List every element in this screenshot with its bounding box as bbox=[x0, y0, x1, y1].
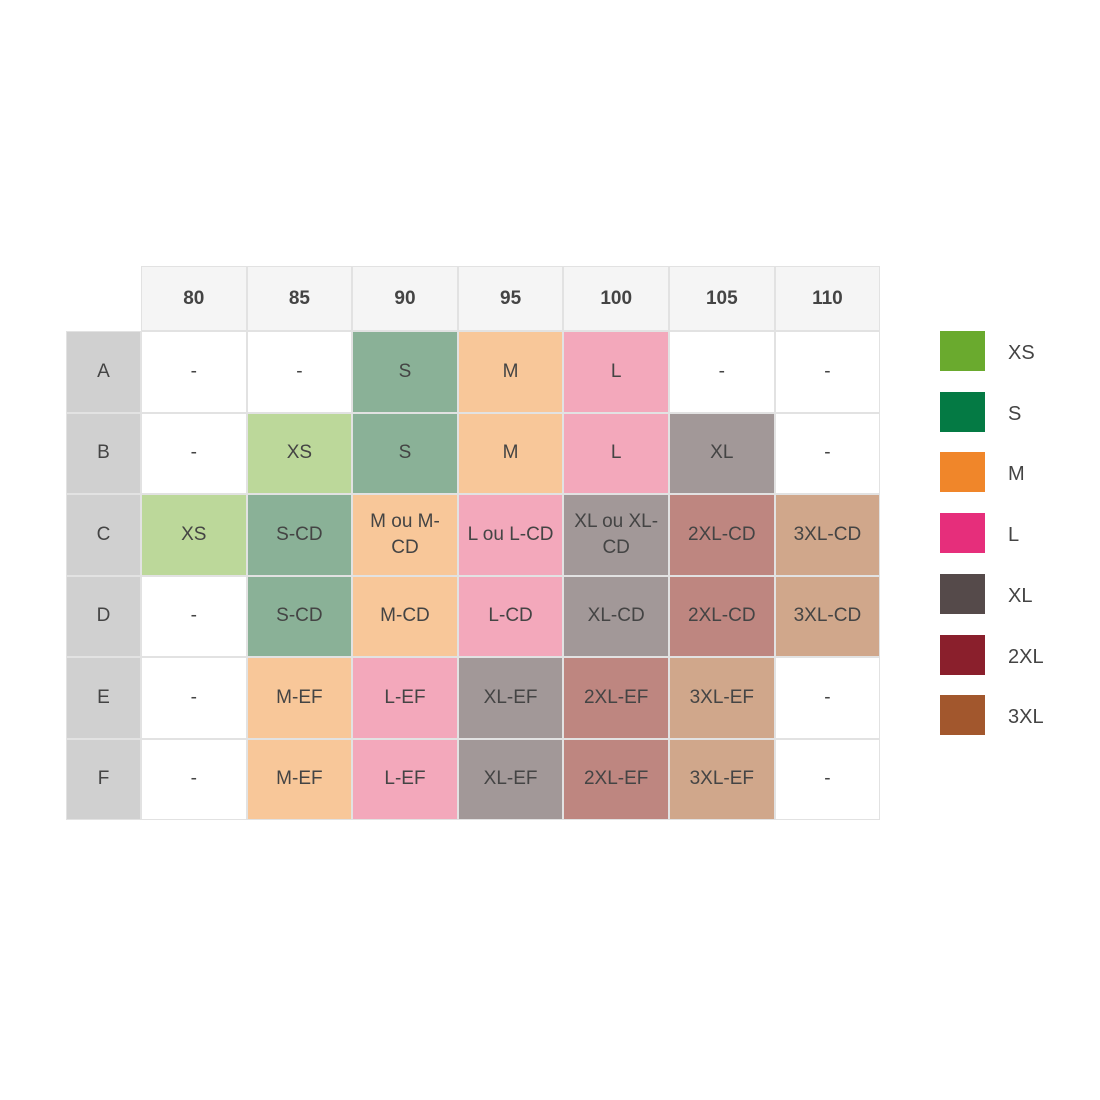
size-cell: XS bbox=[141, 494, 247, 576]
size-cell: XL-EF bbox=[457, 657, 564, 739]
legend-label: 2XL bbox=[1008, 645, 1044, 668]
size-cell: 3XL-EF bbox=[669, 657, 775, 739]
size-cell: L bbox=[563, 331, 669, 413]
size-cell: L-EF bbox=[352, 657, 458, 739]
size-cell: XL bbox=[669, 412, 775, 494]
column-header: 100 bbox=[563, 266, 669, 331]
column-header: 110 bbox=[774, 266, 881, 331]
size-cell: 2XL-CD bbox=[669, 575, 775, 657]
column-header: 95 bbox=[457, 266, 564, 331]
size-cell: - bbox=[774, 738, 881, 820]
column-header: 80 bbox=[141, 266, 247, 331]
column-header: 105 bbox=[669, 266, 775, 331]
legend-swatch bbox=[940, 391, 985, 432]
size-cell: - bbox=[141, 412, 247, 494]
legend-swatch bbox=[940, 452, 985, 493]
size-cell: 3XL-CD bbox=[774, 494, 881, 576]
size-cell: - bbox=[669, 331, 775, 413]
size-cell: M-EF bbox=[246, 657, 353, 739]
row-header: D bbox=[66, 575, 141, 657]
size-cell: M bbox=[457, 331, 564, 413]
size-cell: - bbox=[141, 331, 247, 413]
size-cell: S bbox=[352, 412, 458, 494]
size-cell: XL ou XL-CD bbox=[563, 494, 669, 576]
size-cell: M-EF bbox=[246, 738, 353, 820]
size-cell: S bbox=[352, 331, 458, 413]
row-header: B bbox=[66, 412, 141, 494]
size-cell: 3XL-EF bbox=[669, 738, 775, 820]
size-cell: XS bbox=[246, 412, 353, 494]
legend-swatch bbox=[940, 331, 985, 371]
size-cell: - bbox=[141, 738, 247, 820]
size-cell: - bbox=[774, 657, 881, 739]
size-cell: M ou M-CD bbox=[352, 494, 458, 576]
size-cell: - bbox=[141, 657, 247, 739]
size-cell: 2XL-CD bbox=[669, 494, 775, 576]
legend-label: XS bbox=[1008, 342, 1035, 364]
legend-label: XL bbox=[1008, 584, 1033, 607]
legend-swatch bbox=[940, 634, 985, 675]
row-header: F bbox=[66, 738, 141, 820]
row-header: E bbox=[66, 657, 141, 739]
size-cell: - bbox=[774, 331, 881, 413]
size-cell: - bbox=[246, 331, 353, 413]
legend-label: L bbox=[1008, 524, 1020, 547]
size-cell: 2XL-EF bbox=[563, 738, 669, 820]
size-cell: XL-CD bbox=[563, 575, 669, 657]
column-header: 85 bbox=[246, 266, 353, 331]
legend-swatch bbox=[940, 513, 985, 554]
legend-label: S bbox=[1008, 402, 1022, 425]
size-cell: L-CD bbox=[457, 575, 564, 657]
legend-swatch bbox=[940, 695, 985, 736]
row-header: A bbox=[66, 331, 141, 413]
row-header: C bbox=[66, 494, 141, 576]
legend-swatch bbox=[940, 573, 985, 614]
legend-label: M bbox=[1008, 463, 1025, 486]
size-cell: 2XL-EF bbox=[563, 657, 669, 739]
size-cell: - bbox=[774, 412, 881, 494]
size-cell: 3XL-CD bbox=[774, 575, 881, 657]
size-cell: S-CD bbox=[246, 575, 353, 657]
size-cell: - bbox=[141, 575, 247, 657]
column-header: 90 bbox=[352, 266, 458, 331]
legend-label: 3XL bbox=[1008, 706, 1044, 729]
size-cell: L-EF bbox=[352, 738, 458, 820]
size-cell: M-CD bbox=[352, 575, 458, 657]
size-cell: M bbox=[457, 412, 564, 494]
size-cell: L ou L-CD bbox=[457, 494, 564, 576]
size-cell: L bbox=[563, 412, 669, 494]
size-cell: S-CD bbox=[246, 494, 353, 576]
size-cell: XL-EF bbox=[457, 738, 564, 820]
